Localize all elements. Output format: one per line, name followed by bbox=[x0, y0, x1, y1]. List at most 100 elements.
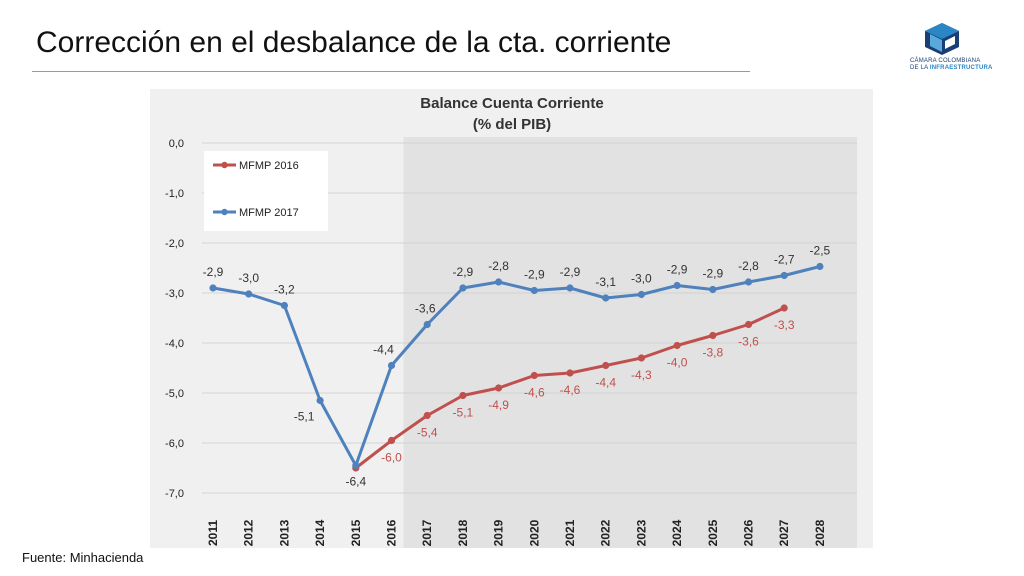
data-label: -3,3 bbox=[774, 318, 795, 332]
logo-line-1: CÁMARA COLOMBIANA bbox=[910, 58, 981, 64]
data-label: -3,2 bbox=[274, 283, 295, 297]
y-tick-label: -1,0 bbox=[165, 188, 184, 200]
logo-cube-right-face bbox=[945, 36, 955, 49]
data-point bbox=[816, 262, 824, 271]
x-tick-label: 2018 bbox=[456, 519, 470, 546]
data-label: -2,9 bbox=[203, 265, 224, 279]
data-point bbox=[459, 391, 467, 400]
series-line bbox=[211, 265, 822, 467]
data-point bbox=[673, 341, 681, 350]
data-label: -2,9 bbox=[667, 263, 688, 277]
series-mfmp-2016 bbox=[352, 304, 788, 472]
x-tick-label: 2023 bbox=[634, 519, 648, 546]
data-label: -6,0 bbox=[381, 451, 402, 465]
data-label: -5,1 bbox=[453, 406, 474, 420]
data-label: -2,9 bbox=[560, 265, 581, 279]
data-label: -2,9 bbox=[453, 265, 474, 279]
logo-line-2-prefix: DE LA bbox=[910, 65, 930, 71]
data-point bbox=[602, 294, 610, 302]
data-point bbox=[744, 278, 753, 286]
data-point bbox=[780, 304, 788, 312]
data-point bbox=[209, 284, 217, 292]
x-tick-label: 2012 bbox=[242, 519, 256, 546]
data-point bbox=[530, 286, 538, 295]
chart-legend: MFMP 2016 MFMP 2017 bbox=[204, 151, 328, 231]
logo-line-2-emphasis: INFRAESTRUCTURA bbox=[929, 65, 993, 71]
x-axis-ticks: 2011 2012 2013 2014 2015 2016 2017 2018 2019 2020… bbox=[206, 519, 827, 546]
data-label: -4,6 bbox=[524, 386, 545, 400]
y-tick-label: -6,0 bbox=[165, 438, 184, 450]
data-label: -4,4 bbox=[595, 376, 616, 390]
data-point bbox=[352, 461, 360, 470]
data-label: -4,4 bbox=[373, 343, 394, 357]
data-label: -3,8 bbox=[702, 346, 723, 360]
data-point bbox=[780, 271, 788, 280]
x-tick-label: 2026 bbox=[742, 519, 756, 546]
data-point bbox=[459, 284, 467, 292]
data-point bbox=[566, 284, 574, 292]
y-axis-ticks: 0,0 -1,0 -2,0 -3,0 -4,0 -5,0 -6,0 -7,0 bbox=[165, 138, 184, 500]
x-tick-label: 2021 bbox=[563, 519, 577, 546]
data-label: -2,9 bbox=[524, 268, 545, 282]
data-label: -3,0 bbox=[631, 272, 652, 286]
title-divider bbox=[32, 71, 750, 72]
data-point bbox=[709, 285, 717, 294]
x-tick-label: 2025 bbox=[706, 519, 720, 546]
data-point bbox=[530, 371, 538, 380]
data-point bbox=[423, 320, 431, 329]
x-tick-label: 2015 bbox=[349, 519, 363, 546]
data-label: -3,6 bbox=[415, 302, 436, 316]
data-label: -2,8 bbox=[488, 259, 509, 273]
series-layer bbox=[209, 262, 824, 472]
y-tick-label: -2,0 bbox=[165, 238, 184, 250]
y-tick-label: 0,0 bbox=[169, 138, 184, 150]
x-tick-label: 2019 bbox=[492, 519, 506, 546]
data-point bbox=[245, 290, 253, 298]
data-label: -5,4 bbox=[417, 426, 438, 440]
data-point bbox=[637, 290, 645, 299]
data-point bbox=[709, 331, 717, 340]
chart-panel: Balance Cuenta Corriente (% del PIB) 0,0… bbox=[150, 89, 873, 548]
data-point bbox=[316, 396, 324, 405]
x-tick-label: 2024 bbox=[670, 519, 684, 546]
data-label: -5,1 bbox=[294, 410, 315, 424]
data-point bbox=[280, 301, 288, 310]
data-label: -2,7 bbox=[774, 253, 795, 267]
data-label: -4,3 bbox=[631, 368, 652, 382]
x-tick-label: 2027 bbox=[777, 519, 791, 546]
data-point bbox=[744, 320, 753, 329]
data-point bbox=[495, 384, 503, 392]
page-title: Corrección en el desbalance de la cta. c… bbox=[36, 26, 672, 59]
data-point bbox=[387, 436, 396, 445]
data-label: -4,6 bbox=[560, 383, 581, 397]
y-tick-label: -7,0 bbox=[165, 488, 184, 500]
x-tick-label: 2011 bbox=[206, 520, 220, 546]
legend-swatch-point bbox=[221, 161, 228, 169]
data-label: -2,9 bbox=[702, 267, 723, 281]
x-tick-label: 2014 bbox=[313, 519, 327, 546]
data-point bbox=[423, 411, 431, 420]
x-tick-label: 2020 bbox=[527, 519, 541, 546]
source-note: Fuente: Minhacienda bbox=[22, 550, 144, 565]
chart-subtitle: (% del PIB) bbox=[473, 116, 551, 133]
data-label: -2,5 bbox=[810, 244, 831, 258]
data-label: -6,4 bbox=[345, 475, 366, 489]
data-labels: -6,0 -5,4 -5,1 -4,9 -4,6 -4,6 -4,4 -4,3 -4,0 -3,8… bbox=[203, 244, 831, 489]
x-tick-label: 2016 bbox=[385, 519, 399, 546]
data-point bbox=[602, 361, 610, 370]
data-point bbox=[566, 369, 574, 377]
chart-title: Balance Cuenta Corriente bbox=[420, 95, 603, 112]
logo-cube-left-face bbox=[930, 34, 942, 52]
series-mfmp-2017 bbox=[209, 262, 824, 470]
x-tick-label: 2028 bbox=[813, 519, 827, 546]
camara-colombiana-infraestructura-logo: CÁMARA COLOMBIANA DE LA INFRAESTRUCTURA bbox=[910, 22, 992, 74]
y-tick-label: -5,0 bbox=[165, 388, 184, 400]
data-point bbox=[673, 281, 681, 290]
x-tick-label: 2022 bbox=[599, 519, 613, 546]
data-point bbox=[495, 278, 503, 286]
data-label: -2,8 bbox=[738, 259, 759, 273]
logo-cube-icon bbox=[925, 23, 959, 55]
logo-cube-top bbox=[925, 23, 959, 39]
data-label: -3,0 bbox=[238, 271, 259, 285]
data-label: -4,9 bbox=[488, 398, 509, 412]
